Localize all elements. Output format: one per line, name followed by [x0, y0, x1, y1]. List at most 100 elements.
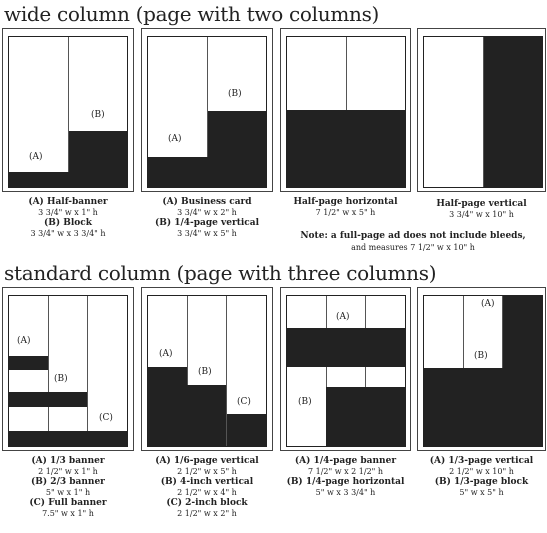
page-diagram: (A) (B) (C) — [8, 295, 128, 447]
caption-wide-4: Half-page vertical 3 3/4" w x 10" h — [417, 199, 546, 220]
caption-title: (B) 1/4-page horizontal — [286, 477, 405, 487]
page-diagram: (A) (B) — [423, 295, 543, 447]
caption-title: (B) 1/4-page vertical — [154, 218, 260, 228]
section-title-wide: wide column (page with two columns) — [4, 2, 380, 26]
ad-one-third-banner — [9, 356, 48, 370]
label-a: (A) — [158, 349, 174, 359]
ad-sixth-page-vertical — [148, 367, 187, 446]
caption-wide-2: (A) Business card 3 3/4" w x 2" h (B) 1/… — [141, 197, 273, 239]
ad-business-card — [148, 157, 208, 187]
caption-size: 2 1/2" w x 1" h — [38, 467, 98, 476]
column-divider — [48, 296, 49, 446]
caption-title: Half-page horizontal — [293, 197, 398, 207]
caption-title: (C) Full banner — [29, 498, 107, 508]
caption-standard-3: (A) 1/4-page banner 7 1/2" w x 2 1/2" h … — [280, 456, 411, 498]
label-a: (A) — [480, 299, 496, 309]
layout-panel-wide-1: (A) (B) — [2, 28, 134, 192]
caption-size: 2 1/2" w x 5" h — [177, 467, 237, 476]
label-b: (B) — [473, 351, 489, 361]
layout-panel-wide-4 — [417, 28, 546, 192]
note-text: Note: a full-page ad does not include bl… — [300, 231, 526, 241]
column-divider — [68, 37, 69, 187]
ad-half-banner — [9, 172, 69, 187]
caption-title: (B) 4-inch vertical — [160, 477, 254, 487]
ad-half-page-horizontal — [287, 110, 405, 187]
caption-wide-3: Half-page horizontal 7 1/2" w x 5" h — [280, 197, 411, 218]
caption-size: 3 3/4" w x 2" h — [177, 208, 237, 217]
label-b: (B) — [90, 110, 106, 120]
ad-four-inch-vertical — [187, 385, 226, 446]
caption-standard-2: (A) 1/6-page vertical 2 1/2" w x 5" h (B… — [141, 456, 273, 519]
column-divider — [87, 296, 88, 446]
label-b: (B) — [297, 397, 313, 407]
label-b: (B) — [197, 367, 213, 377]
ad-quarter-page-horizontal — [326, 387, 405, 446]
column-divider — [207, 37, 208, 187]
caption-size: 5" w x 3 3/4" h — [315, 488, 376, 497]
label-a: (A) — [167, 134, 183, 144]
caption-size: 5" w x 1" h — [45, 488, 91, 497]
layout-panel-standard-3: (A) (B) — [280, 287, 411, 451]
caption-size: 2 1/2" w x 10" h — [449, 467, 514, 476]
ad-quarter-page-banner — [287, 328, 405, 367]
column-divider — [187, 296, 188, 446]
ad-block — [69, 131, 127, 187]
caption-size: 7.5" w x 1" h — [42, 509, 94, 518]
ad-two-inch-block — [227, 414, 266, 446]
caption-size: 7 1/2" w x 5" h — [315, 208, 376, 217]
column-divider — [226, 296, 227, 446]
caption-title: (A) Half-banner — [28, 197, 108, 207]
caption-title: (A) 1/6-page vertical — [155, 456, 259, 466]
caption-title: (B) 2/3 banner — [31, 477, 105, 487]
caption-size: 3 3/4" w x 10" h — [449, 210, 514, 219]
ad-half-page-vertical — [484, 37, 542, 187]
caption-title: (A) 1/4-page banner — [294, 456, 397, 466]
label-c: (C) — [98, 413, 114, 423]
caption-title: (A) Business card — [162, 197, 252, 207]
caption-size: 3 3/4" w x 5" h — [177, 229, 237, 238]
caption-title: (C) 2-inch block — [166, 498, 248, 508]
caption-title: (A) 1/3 banner — [31, 456, 105, 466]
caption-size: 3 3/4" w x 3 3/4" h — [30, 229, 106, 238]
caption-standard-4: (A) 1/3-page vertical 2 1/2" w x 10" h (… — [417, 456, 546, 498]
caption-title: (B) 1/3-page block — [434, 477, 529, 487]
column-divider — [483, 37, 484, 187]
section-title-standard: standard column (page with three columns… — [4, 261, 437, 285]
page-diagram: (A) (B) — [286, 295, 406, 447]
column-divider — [326, 296, 327, 446]
caption-title: (A) 1/3-page vertical — [429, 456, 534, 466]
ad-third-page-vertical — [503, 296, 542, 446]
label-b: (B) — [53, 374, 69, 384]
page-diagram — [286, 36, 406, 188]
label-a: (A) — [16, 336, 32, 346]
layout-panel-wide-3 — [280, 28, 411, 192]
layout-panel-standard-4: (A) (B) — [417, 287, 546, 451]
caption-size: 2 1/2" w x 4" h — [177, 488, 237, 497]
layout-panel-wide-2: (A) (B) — [141, 28, 273, 192]
label-b: (B) — [227, 89, 243, 99]
note-subtext: and measures 7 1/2" w x 10" h — [351, 243, 475, 252]
caption-size: 2 1/2" w x 2" h — [177, 509, 237, 518]
caption-title: (B) Block — [43, 218, 92, 228]
label-a: (A) — [335, 312, 351, 322]
column-divider — [365, 296, 366, 446]
caption-standard-1: (A) 1/3 banner 2 1/2" w x 1" h (B) 2/3 b… — [2, 456, 134, 519]
page-diagram: (A) (B) — [8, 36, 128, 188]
caption-title: Half-page vertical — [436, 199, 527, 209]
ad-third-page-block — [424, 368, 503, 446]
label-c: (C) — [236, 397, 252, 407]
caption-size: 5" w x 5" h — [459, 488, 504, 497]
page-diagram: (A) (B) — [147, 36, 267, 188]
layout-panel-standard-2: (A) (B) (C) — [141, 287, 273, 451]
caption-size: 7 1/2" w x 2 1/2" h — [307, 467, 384, 476]
caption-size: 3 3/4" w x 1" h — [38, 208, 98, 217]
ad-full-banner — [9, 431, 127, 446]
page-diagram: (A) (B) (C) — [147, 295, 267, 447]
page-diagram — [423, 36, 543, 188]
label-a: (A) — [28, 152, 44, 162]
ad-quarter-page-vertical — [208, 111, 266, 187]
caption-wide-1: (A) Half-banner 3 3/4" w x 1" h (B) Bloc… — [2, 197, 134, 239]
ad-two-thirds-banner — [9, 392, 87, 407]
layout-panel-standard-1: (A) (B) (C) — [2, 287, 134, 451]
full-page-note: Note: a full-page ad does not include bl… — [280, 230, 546, 253]
